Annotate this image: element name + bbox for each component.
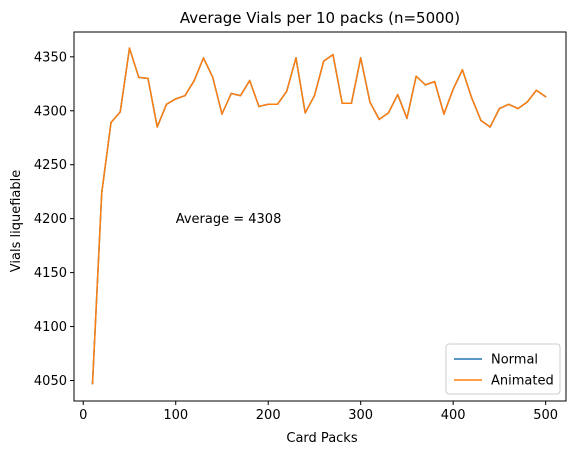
data-point-animated	[258, 105, 260, 108]
x-tick-label: 400	[441, 408, 466, 423]
data-point-animated	[341, 102, 343, 104]
data-point-animated	[239, 94, 242, 97]
data-point-animated	[350, 102, 353, 104]
data-point-animated	[332, 53, 334, 56]
series-line-normal	[91, 47, 547, 384]
data-point-animated	[295, 57, 297, 59]
y-tick-label: 4200	[34, 212, 67, 227]
x-tick-label: 100	[163, 408, 188, 423]
data-point-animated	[174, 98, 177, 100]
series-layer	[91, 47, 547, 385]
legend: Normal Animated	[445, 343, 561, 395]
data-point-animated	[535, 89, 538, 92]
data-point-animated	[267, 103, 269, 106]
data-point-animated	[526, 101, 528, 103]
data-point-animated	[461, 69, 464, 71]
data-point-animated	[359, 57, 362, 59]
average-annotation: Average = 4308	[176, 212, 282, 227]
data-point-animated	[119, 111, 121, 113]
plot-area	[73, 31, 567, 402]
data-point-animated	[498, 107, 501, 110]
data-point-animated	[378, 118, 380, 121]
data-point-animated	[128, 47, 131, 49]
data-point-animated	[415, 75, 417, 77]
y-axis-label: Vials liquefiable	[9, 170, 24, 272]
data-point-animated	[221, 113, 223, 115]
data-point-animated	[544, 95, 547, 98]
data-point-animated	[100, 192, 103, 194]
plot-frame	[73, 31, 567, 402]
data-point-animated	[202, 57, 205, 59]
data-point-animated	[230, 92, 232, 95]
y-tick-label: 4350	[34, 50, 67, 65]
data-point-animated	[507, 103, 510, 106]
chart-title: Average Vials per 10 packs (n=5000)	[180, 9, 460, 27]
data-point-animated	[443, 113, 445, 115]
x-axis: 0 100 200 300 400 500	[79, 401, 558, 423]
data-point-animated	[369, 101, 371, 103]
data-point-animated	[248, 79, 251, 82]
legend-label-normal: Normal	[491, 353, 538, 368]
data-point-animated	[322, 60, 325, 62]
y-tick-label: 4050	[34, 374, 67, 389]
data-point-animated	[137, 76, 140, 79]
legend-label-animated: Animated	[491, 374, 554, 389]
y-tick-label: 4250	[34, 158, 67, 173]
x-tick-label: 0	[79, 408, 87, 423]
y-tick-label: 4150	[34, 266, 67, 281]
data-point-animated	[165, 103, 168, 106]
x-tick-label: 200	[256, 408, 281, 423]
data-point-animated	[147, 77, 149, 80]
data-point-animated	[480, 119, 482, 122]
data-point-animated	[470, 97, 473, 99]
data-point-animated	[424, 84, 427, 86]
data-point-animated	[110, 121, 112, 124]
data-point-animated	[396, 93, 399, 96]
data-point-animated	[276, 103, 279, 106]
data-point-animated	[156, 126, 158, 128]
data-point-animated	[184, 94, 186, 97]
data-point-animated	[387, 112, 390, 114]
y-axis: 4050 4100 4150 4200 4250 4300 4350	[34, 50, 74, 389]
data-point-animated	[433, 80, 436, 83]
data-point-animated	[285, 90, 288, 93]
x-tick-label: 300	[348, 408, 373, 423]
data-point-animated	[489, 126, 491, 128]
x-axis-label: Card Packs	[286, 431, 357, 446]
x-tick-label: 500	[533, 408, 558, 423]
series-line-animated	[91, 47, 547, 384]
data-point-animated	[193, 79, 195, 82]
data-point-animated	[313, 94, 316, 97]
y-tick-label: 4300	[34, 104, 67, 119]
data-point-animated	[304, 112, 306, 114]
data-point-animated	[91, 382, 94, 385]
data-point-animated	[211, 76, 214, 79]
data-point-animated	[452, 88, 454, 90]
data-point-animated	[406, 117, 408, 120]
y-tick-label: 4100	[34, 320, 67, 335]
data-point-animated	[517, 107, 519, 110]
legend-box	[445, 343, 561, 395]
